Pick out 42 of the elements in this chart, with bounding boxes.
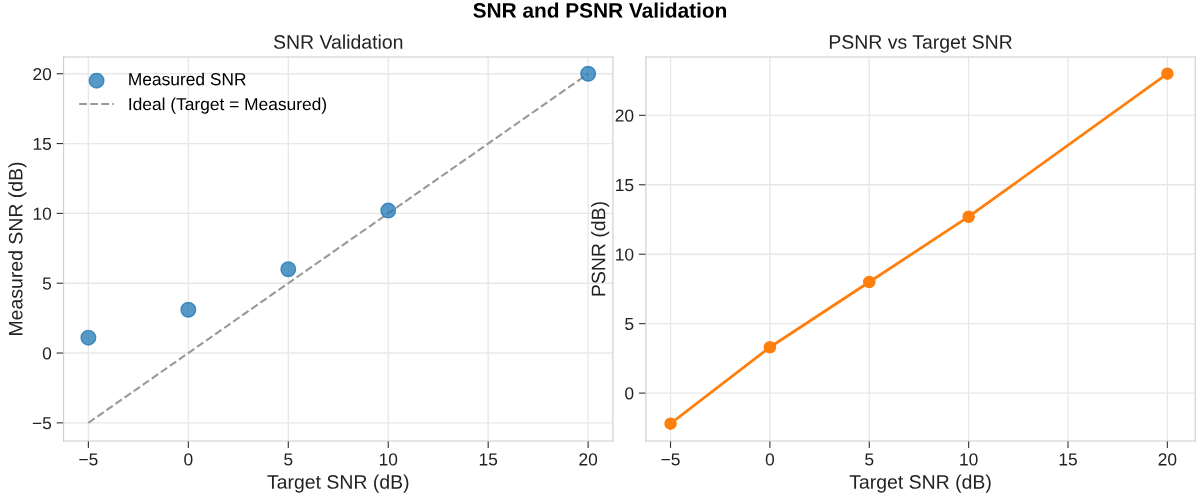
y-tick-label: −5 [32, 417, 52, 430]
x-tick-label: 5 [865, 453, 874, 466]
legend-label: Ideal (Target = Measured) [129, 97, 327, 114]
point [280, 261, 297, 278]
x-tick-label: 20 [579, 453, 598, 466]
point [763, 341, 777, 354]
point [664, 417, 677, 430]
y-axis-title: PSNR (dB) [591, 202, 610, 296]
x-axis-title: Target SNR (dB) [267, 474, 409, 493]
point [380, 202, 397, 219]
x-tick-label: 15 [479, 453, 498, 466]
chart-title: SNR Validation [273, 34, 403, 49]
x-tick-label: 10 [960, 453, 978, 466]
y-axis-title: Measured SNR (dB) [8, 162, 27, 335]
x-tick-label: 5 [284, 453, 293, 466]
y-tick-label: 5 [42, 277, 52, 290]
point [180, 301, 197, 318]
x-tick-label: 15 [1059, 453, 1077, 466]
legend-label: Measured SNR [129, 72, 246, 86]
y-tick-label: 20 [33, 67, 52, 81]
point [1161, 67, 1174, 80]
y-tick-label: 20 [615, 109, 634, 122]
x-tick-label: 0 [765, 453, 775, 466]
text: SNR and PSNR Validation [473, 2, 727, 18]
x-tick-label: 0 [184, 453, 193, 466]
point [962, 210, 975, 223]
y-tick-label: 0 [42, 347, 52, 360]
chart-title: PSNR vs Target SNR [829, 35, 1012, 53]
point [580, 65, 597, 82]
x-tick-label: 10 [379, 453, 398, 466]
point [80, 329, 97, 346]
point [863, 275, 876, 289]
x-tick-label: 20 [1158, 453, 1177, 466]
x-tick-label: −5 [661, 453, 680, 466]
x-tick-label: −5 [79, 453, 98, 466]
y-tick-label: 15 [616, 179, 634, 192]
y-tick-label: 10 [33, 207, 52, 220]
y-tick-label: 10 [616, 248, 634, 261]
y-tick-label: 0 [625, 387, 634, 400]
y-tick-label: 15 [33, 137, 52, 151]
x-axis-title: Target SNR (dB) [849, 474, 991, 493]
y-tick-label: 5 [625, 317, 634, 331]
